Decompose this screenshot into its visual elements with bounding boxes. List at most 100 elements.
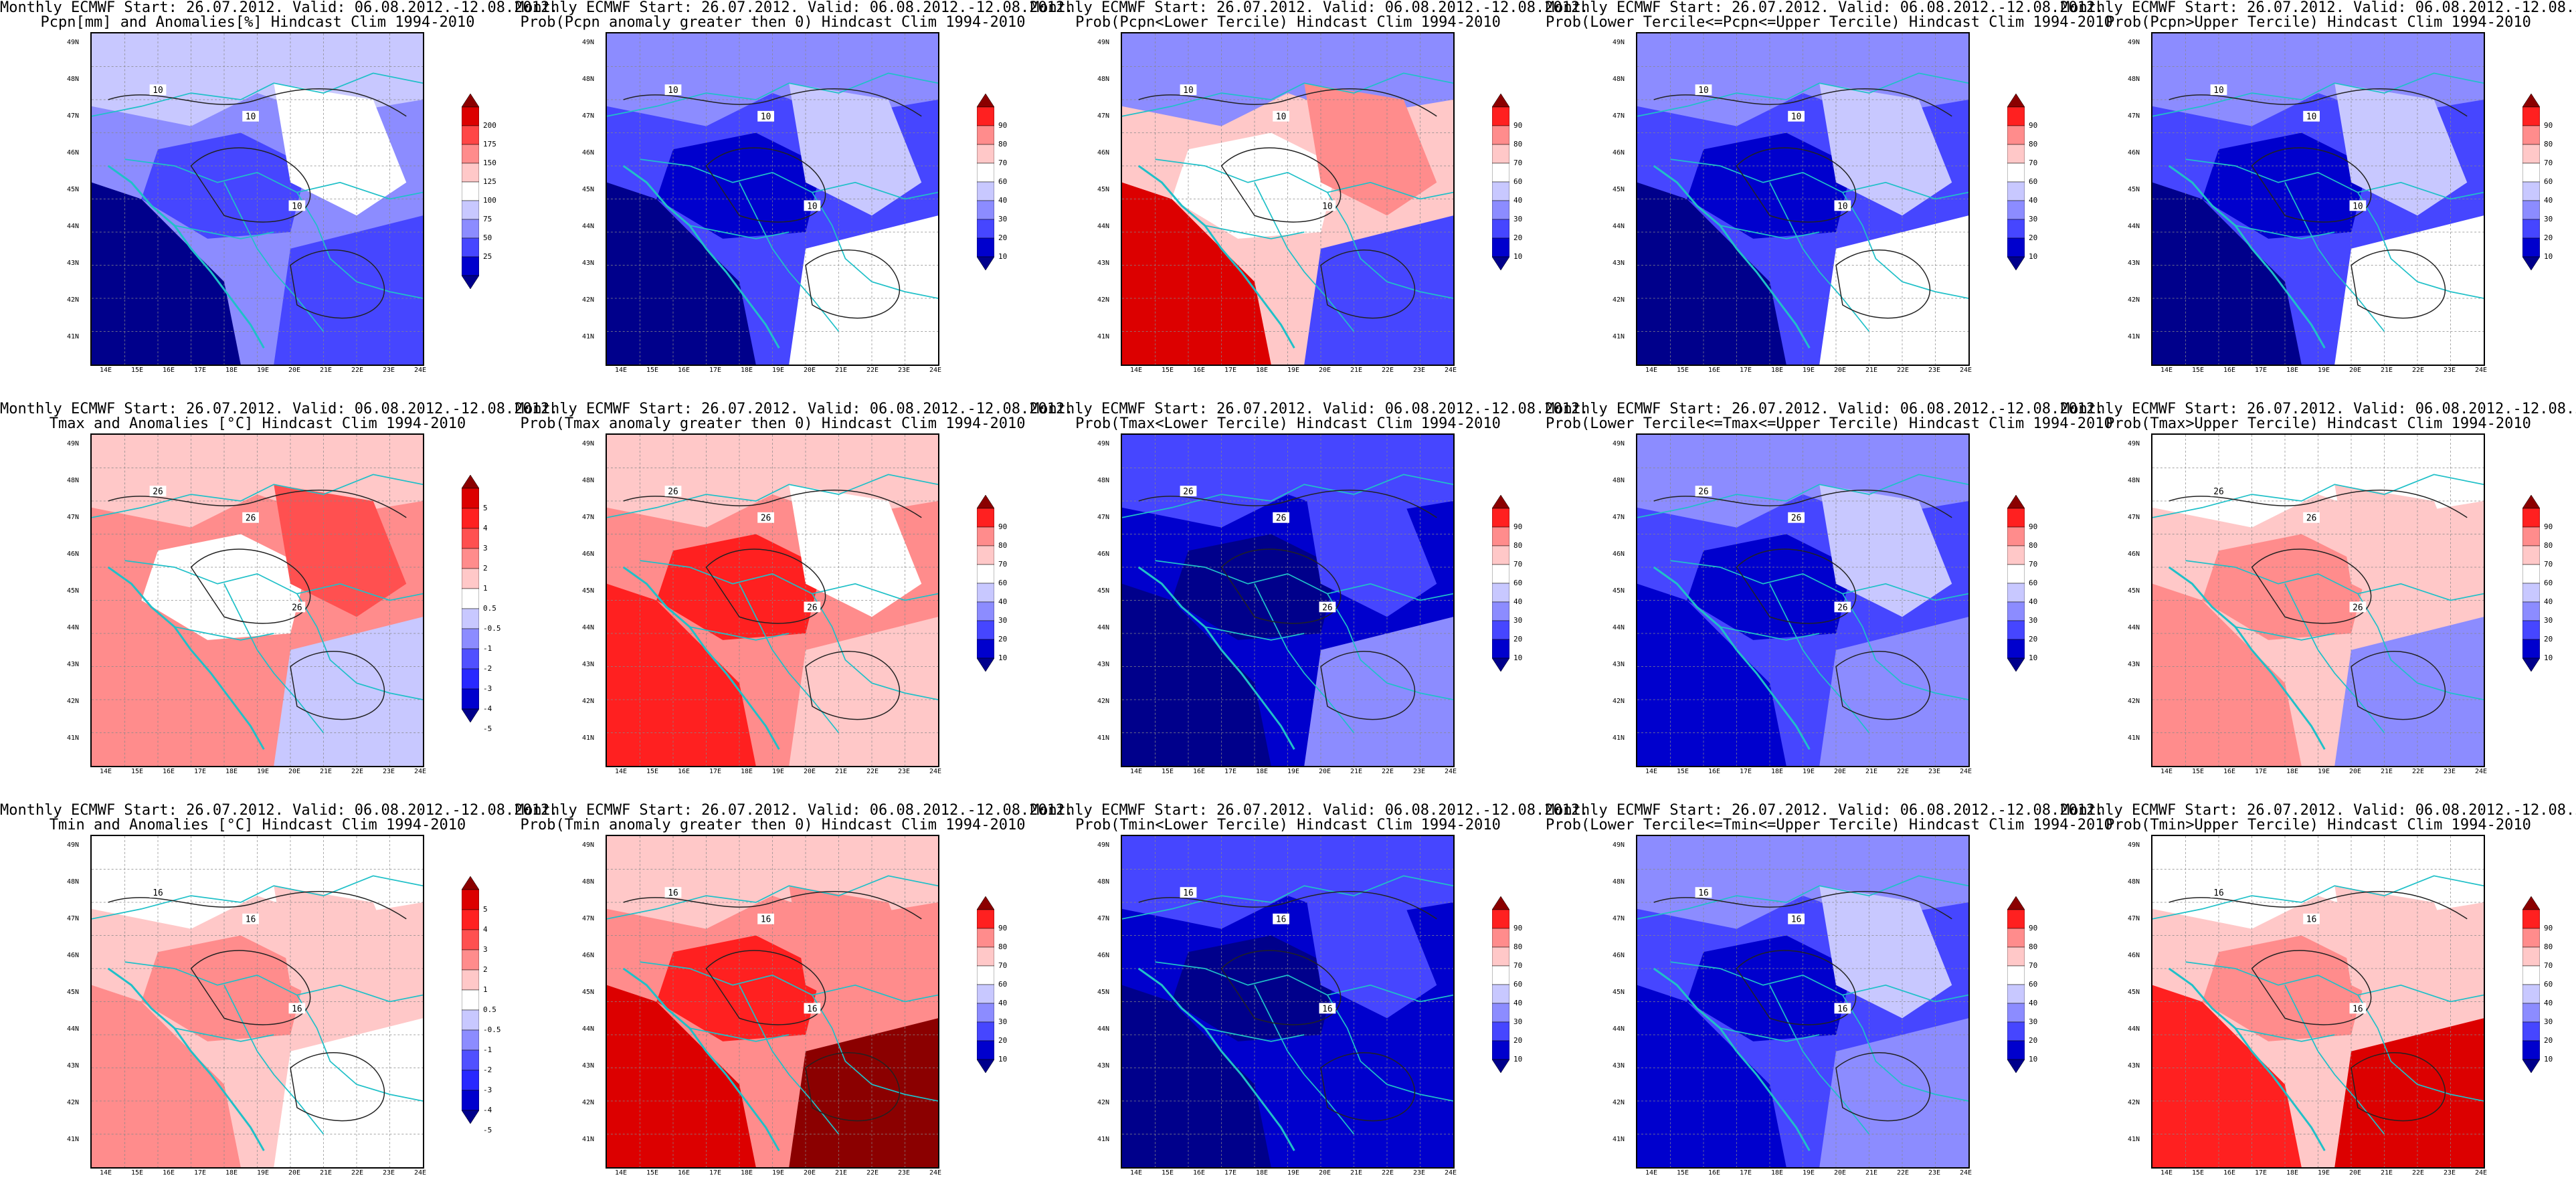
lon-tick-label: 17E xyxy=(709,768,722,775)
map-svg: 26 26 26 xyxy=(607,435,938,766)
country-border xyxy=(124,159,423,200)
colorbar-swatch xyxy=(462,219,479,239)
lon-tick-label: 24E xyxy=(414,768,427,775)
colorbar-swatch xyxy=(2522,639,2540,659)
colorbar-level-label: 10 xyxy=(1513,1055,1523,1064)
lat-tick-label: 47N xyxy=(2128,112,2140,120)
panel-subtitle: Prob(Lower Tercile<=Tmax<=Upper Tercile)… xyxy=(1546,415,2113,432)
colorbar-level-label: 20 xyxy=(998,233,1008,242)
map-panel: Monthly ECMWF Start: 26.07.2012. Valid: … xyxy=(2061,401,2576,803)
colorbar-level-label: 10 xyxy=(2029,1055,2038,1064)
contour-label: 10 xyxy=(2353,201,2363,211)
contour-label-bg xyxy=(288,200,306,211)
lon-tick-label: 22E xyxy=(866,768,879,775)
lon-tick-label: 22E xyxy=(1382,1169,1394,1177)
colorbar-level-label: 90 xyxy=(2029,522,2038,531)
lon-tick-label: 17E xyxy=(1224,1169,1237,1177)
contour-label-bg xyxy=(804,200,821,211)
lat-tick-label: 45N xyxy=(2128,587,2140,595)
contour-line xyxy=(2351,249,2446,319)
country-border xyxy=(1637,474,1968,518)
lon-tick-label: 15E xyxy=(131,367,144,374)
lat-tick-label: 44N xyxy=(1613,624,1625,631)
colorbar-level-label: -1 xyxy=(483,644,492,653)
lat-tick-label: 43N xyxy=(67,1062,80,1070)
colorbar-level-label: 40 xyxy=(2029,597,2038,606)
contour-label: 26 xyxy=(2306,514,2316,524)
lon-tick-label: 22E xyxy=(1897,367,1910,374)
lat-tick-label: 47N xyxy=(582,112,595,120)
colorbar-level-label: 10 xyxy=(1513,654,1523,662)
lat-tick-label: 47N xyxy=(67,915,80,922)
colorbar-swatch xyxy=(1492,601,1509,621)
country-border xyxy=(2284,182,2385,332)
colorbar-level-label: 90 xyxy=(998,924,1008,932)
lon-tick-label: 15E xyxy=(2192,768,2205,775)
colorbar-swatch xyxy=(1492,583,1509,603)
forecast-map: 10 10 10 xyxy=(1121,32,1455,366)
contour-label: 26 xyxy=(1183,487,1193,497)
contour-label: 10 xyxy=(153,86,163,96)
map-panel: Monthly ECMWF Start: 26.07.2012. Valid: … xyxy=(2061,0,2576,401)
field-region xyxy=(1637,182,1786,365)
contour-line xyxy=(290,651,385,720)
contour-line xyxy=(190,950,311,1025)
colorbar-swatch xyxy=(462,568,479,589)
lat-tick-label: 45N xyxy=(582,587,595,595)
lon-tick-label: 17E xyxy=(1224,367,1237,374)
colorbar-cap xyxy=(2522,896,2540,910)
lat-tick-label: 41N xyxy=(67,734,80,742)
contour-label: 16 xyxy=(2213,888,2223,898)
lat-tick-label: 43N xyxy=(1613,260,1625,267)
colorbar-level-label: 70 xyxy=(2544,961,2553,970)
colorbar-cap xyxy=(462,94,479,108)
lat-tick-label: 47N xyxy=(2128,915,2140,922)
colorbar-swatch xyxy=(1492,946,1509,967)
colorbar-swatch xyxy=(1492,219,1509,239)
panel-subtitle: Pcpn[mm] and Anomalies[%] Hindcast Clim … xyxy=(40,14,475,31)
lon-tick-label: 21E xyxy=(835,1169,848,1177)
lon-tick-label: 16E xyxy=(678,768,691,775)
colorbar-swatch xyxy=(462,1029,479,1051)
lat-tick-label: 46N xyxy=(582,952,595,959)
lat-tick-label: 49N xyxy=(582,841,595,849)
country-border xyxy=(1769,182,1870,332)
contour-label: 16 xyxy=(292,1004,302,1014)
coastline xyxy=(1137,566,1295,750)
lon-tick-label: 18E xyxy=(225,367,238,374)
colorbar-level-label: 40 xyxy=(2029,999,2038,1007)
contour-label-bg xyxy=(1180,84,1197,96)
country-border xyxy=(124,961,423,1003)
contour-line xyxy=(2169,891,2468,920)
colorbar-level-label: 40 xyxy=(1513,597,1523,606)
country-border xyxy=(2357,995,2484,1102)
field-region xyxy=(607,985,756,1167)
lon-tick-label: 21E xyxy=(2381,367,2393,374)
country-border xyxy=(812,995,938,1102)
map-svg: 26 26 26 xyxy=(1637,435,1968,766)
lon-tick-label: 24E xyxy=(929,768,942,775)
lon-tick-label: 21E xyxy=(1865,768,1878,775)
colorbar-swatch xyxy=(462,125,479,145)
lat-tick-label: 41N xyxy=(582,333,595,340)
field-region xyxy=(1304,1018,1453,1167)
lon-tick-label: 16E xyxy=(2223,367,2236,374)
colorbar-cap xyxy=(2007,256,2025,271)
contour-label: 10 xyxy=(761,112,771,122)
colorbar-swatch xyxy=(2522,909,2540,929)
colorbar-swatch xyxy=(462,237,479,258)
colorbar-swatch xyxy=(462,668,479,690)
field-region xyxy=(92,182,241,365)
forecast-map: 16 16 16 xyxy=(90,835,424,1169)
colorbar-swatch xyxy=(1492,984,1509,1004)
contour-label: 10 xyxy=(1276,112,1286,122)
country-border xyxy=(607,72,938,117)
lon-tick-label: 24E xyxy=(414,1169,427,1177)
lat-tick-label: 49N xyxy=(1613,39,1625,46)
field-region xyxy=(607,182,756,365)
lat-tick-label: 47N xyxy=(1097,112,1110,120)
lon-tick-label: 19E xyxy=(2318,367,2330,374)
colorbar-swatch xyxy=(462,648,479,670)
lon-tick-label: 23E xyxy=(1413,367,1426,374)
lat-tick-label: 42N xyxy=(582,296,595,304)
